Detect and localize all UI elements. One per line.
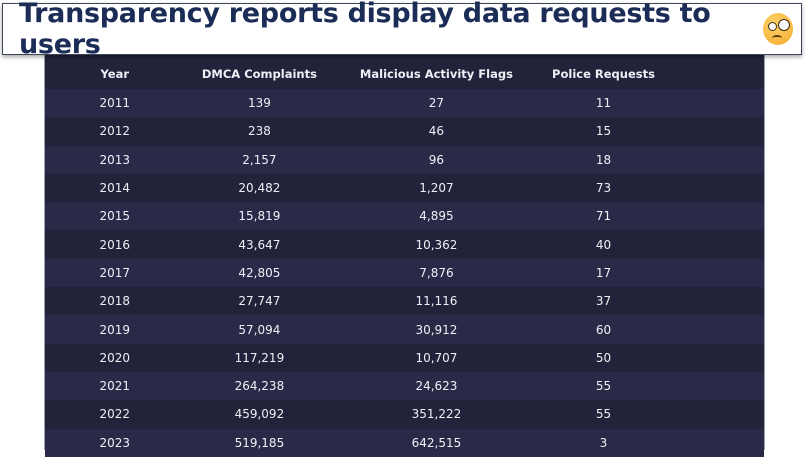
table-cell: 57,094	[238, 322, 281, 337]
table-cell: 2018	[99, 294, 131, 309]
table-cell: 96	[428, 152, 445, 167]
table-cell: 2020	[99, 350, 131, 365]
table-cell: 139	[247, 96, 271, 111]
table-row: 2014 20,482 1,207 73	[45, 173, 764, 203]
table-cell: 2022	[99, 407, 131, 422]
table-cell: 2013	[99, 152, 131, 167]
table-cell: 55	[595, 379, 612, 394]
table-row: 2019 57,094 30,912 60	[45, 315, 764, 344]
table-cell: 71	[595, 209, 612, 224]
table-cell: 37	[595, 294, 612, 309]
table-row: 2013 2,157 96 18	[45, 145, 764, 174]
table-cell: 60	[595, 322, 612, 337]
table-cell: 43,647	[238, 237, 281, 252]
column-header: Malicious Activity Flags	[359, 67, 513, 81]
table-cell: 7,876	[419, 265, 454, 280]
table-cell: 46	[428, 124, 445, 139]
table-cell: 642,515	[411, 435, 462, 450]
table-row: 2011 139 27 11	[45, 89, 764, 118]
table-row: 2015 15,819 4,895 71	[45, 202, 764, 231]
table-cell: 42,805	[238, 265, 281, 280]
table-cell: 10,362	[415, 237, 458, 252]
table-cell: 2012	[99, 124, 131, 139]
table-cell: 4,895	[419, 209, 454, 224]
table-cell: 73	[595, 181, 612, 196]
table-cell: 1,207	[419, 181, 454, 196]
table-row: 2023 519,185 642,515 3	[45, 428, 764, 457]
table-row: 2021 264,238 24,623 55	[45, 371, 764, 401]
table-row: 2017 42,805 7,876 17	[45, 258, 764, 288]
table-cell: 2017	[99, 265, 131, 280]
table-cell: 519,185	[234, 435, 285, 450]
table-cell: 264,238	[234, 379, 285, 394]
title-banner: Transparency reports display data reques…	[2, 0, 802, 60]
table-cell: 40	[595, 237, 612, 252]
transparency-table: Year DMCA Complaints Malicious Activity Fl…	[44, 38, 765, 457]
banner-title: Transparency reports display data reques…	[19, 0, 711, 60]
table-cell: 11	[595, 96, 612, 111]
table-cell: 27,747	[238, 294, 281, 309]
table-row: 2022 459,092 351,222 55	[45, 400, 764, 429]
table-row: 2018 27,747 11,116 37	[45, 287, 764, 316]
table-row: 2012 238 46 15	[45, 117, 764, 146]
table-cell: 2014	[99, 181, 131, 196]
table-cell: 24,623	[415, 379, 458, 394]
table-cell: 27	[428, 96, 445, 111]
table-header-row: Year DMCA Complaints Malicious Activity Fl…	[45, 39, 764, 89]
table-cell: 2,157	[242, 152, 277, 167]
table-cell: 351,222	[411, 407, 462, 422]
face-with-monocle-icon	[763, 13, 793, 45]
table-cell: 2016	[99, 237, 131, 252]
column-header: DMCA Complaints	[201, 67, 317, 81]
table-cell: 238	[247, 124, 271, 139]
table-cell: 2023	[99, 435, 131, 450]
table-cell: 459,092	[234, 407, 285, 422]
table-cell: 55	[595, 407, 612, 422]
table-cell: 2011	[99, 96, 131, 111]
table-row: 2020 117,219 10,707 50	[45, 343, 764, 372]
table-cell: 18	[595, 152, 612, 167]
table-cell: 15	[595, 124, 612, 139]
column-header: Year	[100, 67, 130, 81]
table-cell: 3	[599, 435, 608, 450]
table-cell: 2019	[99, 322, 131, 337]
table-cell: 10,707	[415, 350, 458, 365]
table-cell: 15,819	[238, 209, 281, 224]
table-row: 2016 43,647 10,362 40	[45, 230, 764, 259]
table-cell: 11,116	[415, 294, 458, 309]
table-cell: 17	[595, 265, 612, 280]
table-cell: 30,912	[415, 322, 458, 337]
table-cell: 2021	[99, 379, 131, 394]
table-cell: 2015	[99, 209, 131, 224]
table-cell: 117,219	[234, 350, 285, 365]
column-header: Police Requests	[552, 67, 655, 81]
table-cell: 20,482	[238, 181, 281, 196]
table-cell: 50	[595, 350, 612, 365]
